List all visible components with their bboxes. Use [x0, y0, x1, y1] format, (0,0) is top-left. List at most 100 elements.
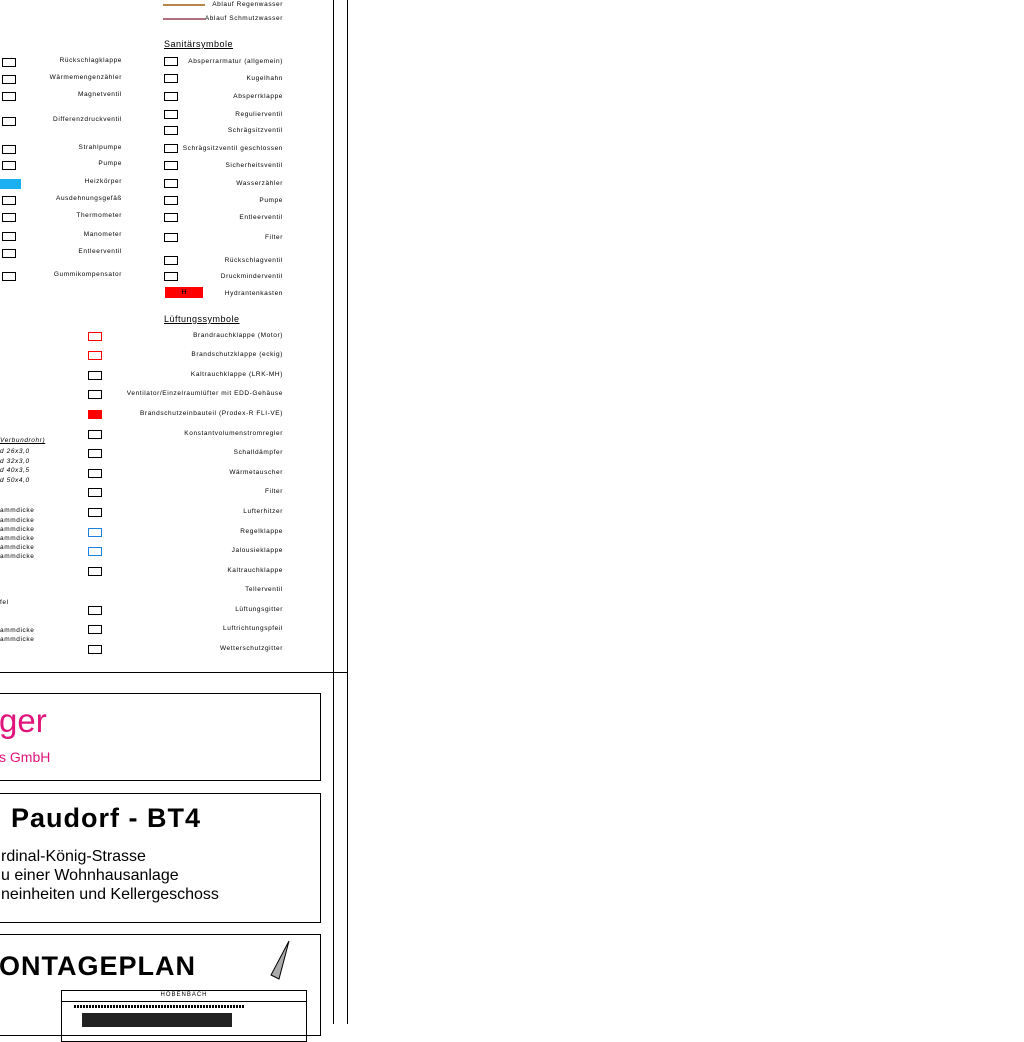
legend-label: Thermometer: [76, 212, 122, 219]
legend-label: Brandschutzeinbauteil (Prodex-R FLI-VE): [140, 410, 283, 417]
symbol-icon: [88, 547, 102, 556]
insulation-row: ammdicke: [0, 507, 35, 514]
legend-label: Wetterschutzgitter: [219, 645, 283, 652]
symbol-icon: [2, 249, 16, 258]
pipe-table-row: d 40x3,5: [0, 467, 30, 474]
legend-label: Filter: [264, 234, 283, 241]
plan-box: ONTAGEPLAN HÖBENBACH: [0, 934, 321, 1042]
symbol-icon: [2, 213, 16, 222]
legend-label: Tellerventil: [245, 586, 283, 593]
legend-label: Kugelhahn: [246, 75, 283, 82]
symbol-icon: [164, 256, 178, 265]
symbol-icon: [88, 625, 102, 634]
symbol-icon: [164, 213, 178, 222]
symbol-icon: [88, 469, 102, 478]
symbol-icon: [164, 196, 178, 205]
company-box: ger s GmbH: [0, 693, 321, 781]
legend-label: Lufterhitzer: [243, 508, 283, 515]
symbol-icon: [88, 567, 102, 576]
legend-label: Entleerventil: [239, 214, 283, 221]
legend-label: Hydrantenkasten: [224, 290, 283, 297]
pipe-table-extra: fel: [0, 599, 9, 606]
legend-label: Jalousieklappe: [231, 547, 283, 554]
legend-label: Wärmemengenzähler: [49, 74, 122, 81]
symbol-icon: [88, 606, 102, 615]
symbol-icon: [2, 58, 16, 67]
symbol-icon: [2, 232, 16, 241]
symbol-icon: [88, 645, 102, 654]
site-street: HÖBENBACH: [160, 992, 208, 998]
symbol-icon: [88, 410, 102, 419]
project-line3: neinheiten und Kellergeschoss: [1, 886, 219, 903]
legend-label: Wärmetauscher: [229, 469, 283, 476]
symbol-icon: [164, 161, 178, 170]
plan-title: ONTAGEPLAN: [0, 951, 196, 981]
pipe-table-row: d 26x3,0: [0, 448, 30, 455]
heater-icon: [0, 179, 21, 189]
insulation-row: ammdicke: [0, 535, 35, 542]
legend-label: Kaltrauchklappe: [227, 567, 283, 574]
legend-label: Entleerventil: [78, 248, 122, 255]
legend-label: Rückschlagventil: [224, 257, 283, 264]
north-arrow-icon: [270, 940, 290, 980]
legend-label: Rückschlagklappe: [59, 57, 122, 64]
symbol-icon: [88, 390, 102, 399]
insulation-row: ammdicke: [0, 526, 35, 533]
legend-label: Wasserzähler: [236, 180, 283, 187]
symbol-icon: [164, 126, 178, 135]
pipe-line-1: [163, 18, 205, 20]
project-line2: u einer Wohnhausanlage: [1, 867, 179, 884]
legend-label: Luftrichtungspfeil: [223, 625, 283, 632]
ventilation-title: Lüftungssymbole: [164, 314, 240, 324]
pipe-table-row: d 50x4,0: [0, 477, 30, 484]
project-box: Paudorf - BT4 rdinal-König-Strasse u ein…: [0, 793, 321, 923]
legend-label: Schalldämpfer: [233, 449, 283, 456]
legend-label: Pumpe: [98, 160, 122, 167]
insulation-row: ammdicke: [0, 627, 35, 634]
legend-label: Heizkörper: [84, 178, 122, 185]
insulation-row: ammdicke: [0, 544, 35, 551]
project-line1: rdinal-König-Strasse: [1, 848, 146, 865]
frame-line: [333, 0, 334, 1024]
pipe-table-row: d 32x3,0: [0, 458, 30, 465]
pipe-label: Ablauf Regenwasser: [212, 1, 283, 8]
symbol-icon: [2, 117, 16, 126]
symbol-icon: [2, 272, 16, 281]
insulation-row: ammdicke: [0, 517, 35, 524]
legend-label: Konstantvolumenstromregler: [184, 430, 283, 437]
legend-label: Schrägsitzventil: [227, 127, 283, 134]
legend-label: Ventilator/Einzelraumlüfter mit EDD-Gehä…: [126, 390, 283, 397]
hydrant-icon: H: [165, 287, 203, 298]
legend-label: Filter: [264, 488, 283, 495]
symbol-icon: [2, 92, 16, 101]
symbol-icon: [164, 233, 178, 242]
symbol-icon: [88, 430, 102, 439]
legend-label: Gummikompensator: [53, 271, 122, 278]
legend-label: Ausdehnungsgefäß: [56, 195, 122, 202]
symbol-icon: [88, 508, 102, 517]
symbol-icon: [88, 449, 102, 458]
company-name: ger: [0, 702, 47, 739]
legend-label: Lüftungsgitter: [235, 606, 283, 613]
legend-label: Schrägsitzventil geschlossen: [182, 145, 283, 152]
symbol-icon: [2, 196, 16, 205]
pipe-label: Ablauf Schmutzwasser: [204, 15, 283, 22]
legend-label: Kaltrauchklappe (LRK-MH): [190, 371, 283, 378]
legend-label: Absperrarmatur (allgemein): [188, 58, 283, 65]
symbol-icon: [164, 272, 178, 281]
legend-label: Druckminderventil: [220, 273, 283, 280]
symbol-icon: [164, 110, 178, 119]
legend-label: Regulierventil: [235, 111, 283, 118]
symbol-icon: [2, 161, 16, 170]
legend-label: Magnetventil: [77, 91, 122, 98]
legend-label: Regelklappe: [240, 528, 283, 535]
insulation-row: ammdicke: [0, 636, 35, 643]
legend-label: Differenzdruckventil: [53, 116, 122, 123]
pipe-table-header: Verbundrohr): [0, 437, 46, 444]
company-subtitle: s GmbH: [0, 749, 51, 765]
symbol-icon: [2, 75, 16, 84]
legend-label: Sicherheitsventil: [225, 162, 283, 169]
symbol-icon: [164, 179, 178, 188]
symbol-icon: [88, 371, 102, 380]
frame-line: [0, 672, 347, 673]
